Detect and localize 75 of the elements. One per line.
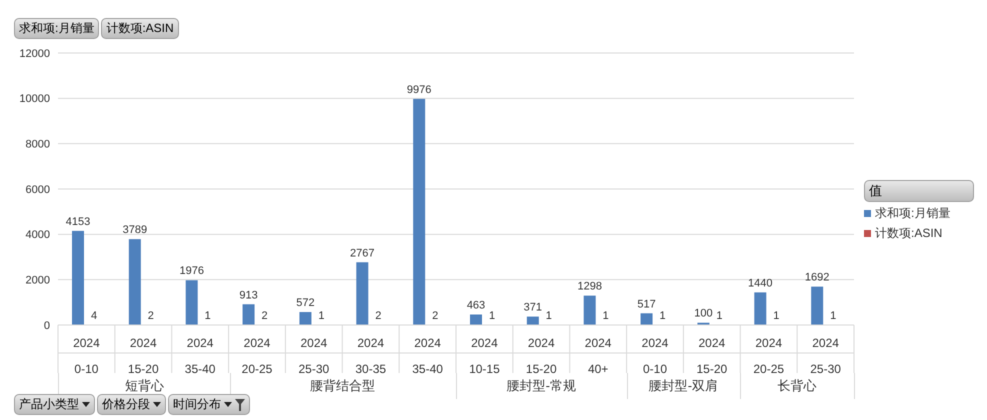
data-label: 2 bbox=[375, 310, 382, 322]
data-label: 463 bbox=[466, 300, 486, 312]
x-tick-label: 2024 10-15 bbox=[469, 336, 500, 376]
data-label: 517 bbox=[637, 298, 656, 310]
x-tick-label: 2024 15-20 bbox=[128, 336, 159, 376]
legend-label: 计数项:ASIN bbox=[874, 225, 944, 242]
x-tick-label: 2024 25-30 bbox=[810, 336, 842, 376]
bar bbox=[526, 316, 539, 325]
legend-title: 值 bbox=[864, 180, 974, 202]
data-label: 1 bbox=[830, 310, 836, 322]
data-label: 1298 bbox=[577, 280, 602, 293]
text: 价格分段 bbox=[97, 394, 166, 415]
x-tick-label: 2024 20-25 bbox=[242, 336, 273, 376]
x-tick-label: 2024 35-40 bbox=[184, 336, 216, 376]
y-tick-label: 4000 bbox=[26, 229, 50, 242]
bar bbox=[470, 314, 482, 325]
x-tick-label: 2024 20-25 bbox=[753, 336, 784, 376]
bar bbox=[299, 312, 312, 325]
text: 长背心 bbox=[778, 378, 817, 393]
y-tick-label: 6000 bbox=[26, 184, 50, 196]
legend-label: 求和项:月销量 bbox=[874, 205, 952, 222]
bar bbox=[128, 239, 141, 325]
text: 短背心 bbox=[124, 378, 164, 393]
data-label: 2 bbox=[262, 310, 268, 322]
text: 产品小类型 bbox=[14, 394, 95, 415]
text: 腰封型-常规 bbox=[506, 378, 576, 393]
x-tick-label: 2024 15-20 bbox=[526, 336, 557, 376]
bar bbox=[413, 98, 426, 325]
text: 时间分布 bbox=[168, 394, 250, 415]
data-label: 1 bbox=[716, 310, 722, 322]
data-label: 9976 bbox=[406, 84, 432, 96]
data-label: 2 bbox=[432, 310, 438, 322]
data-label: 1440 bbox=[748, 277, 773, 290]
bar bbox=[242, 304, 255, 325]
data-label: 3789 bbox=[122, 224, 148, 236]
y-tick-label: 0 bbox=[44, 320, 50, 332]
data-label: 2 bbox=[148, 310, 154, 322]
x-tick-label: 2024 15-20 bbox=[696, 336, 728, 376]
data-label: 100 bbox=[694, 308, 713, 320]
data-label: 1 bbox=[660, 310, 666, 322]
data-label: 4 bbox=[90, 310, 98, 322]
data-label: 1 bbox=[488, 310, 496, 322]
data-label: 4153 bbox=[66, 216, 90, 228]
y-tick-label: 8000 bbox=[26, 138, 50, 151]
bar bbox=[72, 230, 84, 325]
data-label: 1 bbox=[318, 310, 324, 322]
bar bbox=[811, 286, 824, 325]
text: 求和项:月销量 bbox=[14, 18, 100, 39]
bar bbox=[640, 313, 653, 325]
bar bbox=[356, 262, 368, 325]
bar bbox=[186, 280, 198, 325]
data-label: 371 bbox=[524, 302, 542, 314]
bar bbox=[754, 292, 766, 325]
x-tick-label: 2024 25-30 bbox=[298, 336, 330, 376]
y-tick-label: 12000 bbox=[19, 48, 50, 60]
data-label: 1692 bbox=[804, 272, 830, 284]
y-tick-label: 2000 bbox=[26, 274, 50, 287]
data-label: 572 bbox=[296, 297, 315, 310]
data-label: 1 bbox=[204, 310, 211, 322]
x-tick-label: 2024 0-10 bbox=[642, 336, 669, 376]
data-label: 1 bbox=[602, 310, 609, 322]
data-label: 1 bbox=[546, 310, 552, 322]
y-tick-label: 10000 bbox=[19, 93, 50, 106]
text: 计数项:ASIN bbox=[101, 18, 179, 39]
x-tick-label: 2024 0-10 bbox=[73, 336, 100, 376]
data-label: 1 bbox=[773, 310, 780, 322]
data-label: 913 bbox=[239, 289, 258, 302]
bar bbox=[584, 296, 596, 325]
data-label: 2767 bbox=[350, 247, 375, 260]
x-tick-label: 2024 40+ bbox=[584, 336, 612, 376]
x-tick-label: 2024 35-40 bbox=[412, 336, 444, 376]
x-tick-label: 2024 30-35 bbox=[355, 336, 386, 376]
text: 腰背结合型 bbox=[310, 378, 375, 393]
text: 腰封型-双肩 bbox=[648, 378, 718, 393]
data-label: 1976 bbox=[179, 265, 204, 278]
